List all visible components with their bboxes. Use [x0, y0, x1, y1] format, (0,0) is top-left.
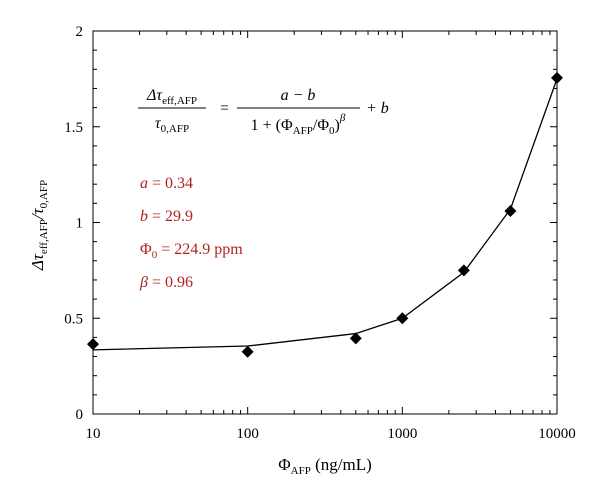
y-axis-label-num-sub: eff,AFP [38, 219, 50, 254]
eq-lhs-num: Δτ [146, 87, 163, 104]
y-tick-label: 1.5 [64, 120, 83, 136]
y-tick-label: 2 [76, 24, 84, 40]
data-point [241, 345, 254, 358]
eq-lhs-den-sub: 0,AFP [161, 123, 189, 135]
data-point [87, 338, 99, 351]
param-b-symbol: b [140, 208, 148, 225]
data-point [551, 71, 563, 84]
param-a: a = 0.34 [140, 175, 193, 192]
param-beta-symbol: β [139, 274, 148, 291]
param-phi0-sub: 0 [152, 249, 158, 261]
data-point [457, 264, 470, 277]
eq-rhs-den-c: ) [335, 117, 340, 134]
eq-rhs-den-sub1: AFP [293, 125, 313, 137]
data-point [396, 312, 409, 325]
x-axis-label-rest: (ng/mL) [311, 455, 372, 474]
eq-lhs-num-sub: eff,AFP [162, 95, 197, 107]
param-phi0: Φ0 = 224.9 ppm [140, 241, 243, 261]
y-axis-label-delta: Δτ [28, 253, 47, 271]
param-b: b = 29.9 [140, 208, 193, 225]
equation-lhs-denominator: τ0,AFP [155, 115, 189, 135]
x-axis-label-main: Φ [278, 455, 290, 474]
eq-lhs-den: τ [155, 115, 162, 132]
x-axis-label-sub: AFP [291, 465, 311, 477]
data-point [504, 205, 517, 218]
param-b-value: = 29.9 [148, 208, 193, 225]
equation-rhs-denominator: 1 + (ΦAFP/Φ0)β [251, 112, 346, 137]
param-a-symbol: a [140, 175, 148, 192]
y-tick-label: 0 [76, 407, 84, 423]
param-a-value: = 0.34 [148, 175, 193, 192]
y-tick-label: 0.5 [64, 311, 83, 327]
param-phi0-symbol: Φ [140, 241, 152, 258]
y-axis-label-den-sub: 0,AFP [38, 180, 50, 208]
param-phi0-value: = 224.9 ppm [157, 241, 243, 258]
x-axis-label: ΦAFP (ng/mL) [278, 455, 372, 477]
eq-plus-b: + b [366, 100, 389, 117]
parameters: a = 0.34 b = 29.9 Φ0 = 224.9 ppm β = 0.9… [139, 175, 243, 291]
eq-rhs-den-exp: β [339, 112, 346, 124]
x-tick-label: 100 [236, 426, 259, 442]
equation-lhs-numerator: Δτeff,AFP [146, 87, 197, 107]
equation: Δτeff,AFP τ0,AFP = a − b 1 + (ΦAFP/Φ0)β … [138, 87, 389, 137]
param-beta-value: = 0.96 [148, 274, 193, 291]
x-tick-label: 1000 [387, 426, 417, 442]
y-tick-label: 1 [76, 216, 84, 232]
param-beta: β = 0.96 [139, 274, 193, 291]
y-axis-label: Δτeff,AFP/τ0,AFP [28, 180, 50, 271]
y-axis-label-slash: /τ [28, 207, 47, 220]
eq-equals: = [220, 100, 229, 117]
x-tick-label: 10000 [538, 426, 576, 442]
eq-rhs-den-sub2: 0 [329, 125, 335, 137]
eq-rhs-den-a: 1 + (Φ [251, 117, 293, 134]
eq-rhs-den-b: /Φ [313, 117, 329, 134]
x-tick-label: 10 [86, 426, 101, 442]
eq-rhs-numerator: a − b [281, 87, 316, 104]
data-point [349, 332, 362, 345]
